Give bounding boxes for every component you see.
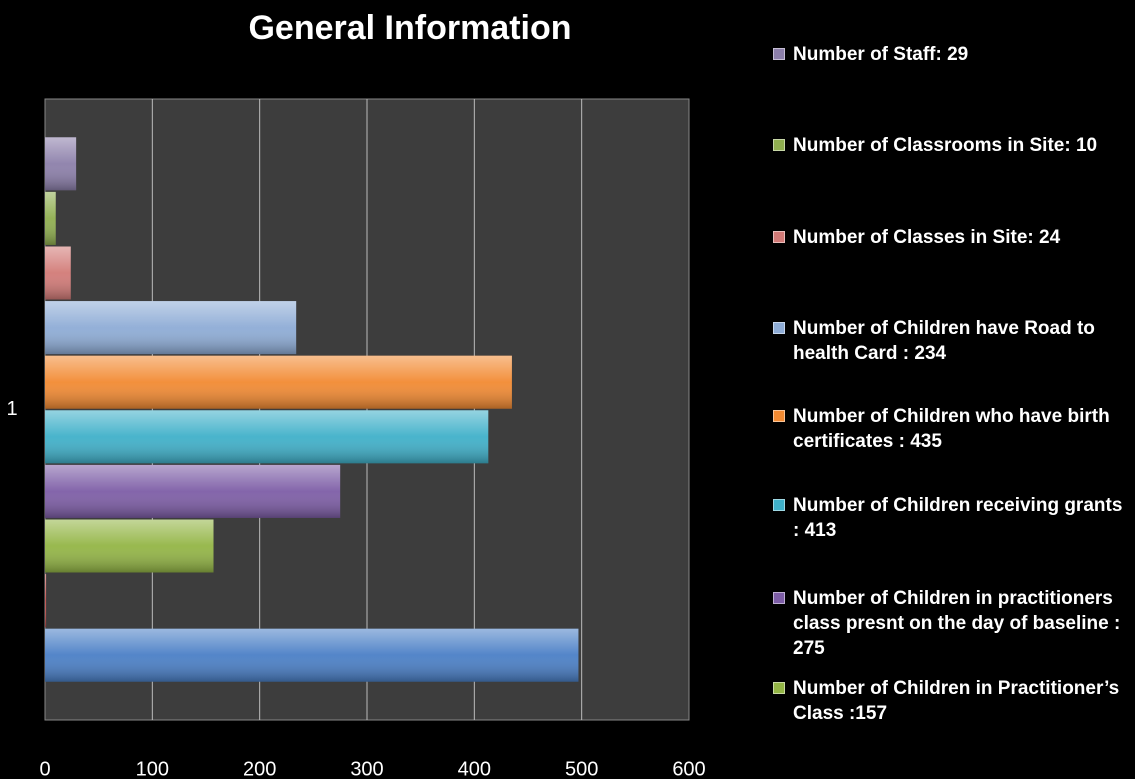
legend-swatch (773, 410, 785, 422)
bar-shine (45, 464, 341, 518)
y-tick-label: 1 (6, 398, 17, 420)
legend-item: Number of Staff: 29 (773, 42, 1128, 67)
legend-swatch (773, 322, 785, 334)
legend-swatch (773, 682, 785, 694)
bar-shine (45, 519, 214, 573)
legend-label: Number of Children in practitioners clas… (793, 588, 1121, 659)
bar-shine (45, 191, 56, 245)
legend-label: Number of Children have Road to health C… (793, 318, 1095, 364)
x-tick-label: 300 (350, 758, 383, 779)
chart-title: General Information (248, 9, 571, 47)
legend-label: Number of Classrooms in Site: 10 (793, 135, 1098, 156)
legend-label: Number of Children who have birth certif… (793, 406, 1110, 452)
legend-swatch (773, 499, 785, 511)
x-tick-label: 100 (136, 758, 169, 779)
legend-item: Number of Classes in Site: 24 (773, 225, 1128, 250)
legend-item: Number of Children in practitioners clas… (773, 586, 1128, 661)
x-tick-label: 600 (672, 758, 705, 779)
legend-label: Number of Children receiving grants : 41… (793, 495, 1123, 541)
bar-shine (45, 246, 71, 300)
legend-item: Number of Classrooms in Site: 10 (773, 133, 1128, 158)
bar-shine (45, 137, 77, 191)
x-tick-label: 500 (565, 758, 598, 779)
legend-item: Number of Children who have birth certif… (773, 404, 1128, 454)
legend-swatch (773, 231, 785, 243)
legend-item: Number of Children receiving grants : 41… (773, 493, 1128, 543)
bar-shine (45, 410, 489, 464)
legend-item: Number of Children have Road to health C… (773, 316, 1128, 366)
legend-label: Number of Classes in Site: 24 (793, 227, 1061, 248)
bar-shine (45, 628, 579, 682)
legend-swatch (773, 48, 785, 60)
legend-label: Number of Staff: 29 (793, 44, 969, 65)
legend-item: Number of Children in Practitioner’s Cla… (773, 676, 1128, 726)
x-tick-label: 400 (458, 758, 491, 779)
bar-shine (45, 355, 512, 409)
legend-label: Number of Children in Practitioner’s Cla… (793, 678, 1120, 724)
bar-shine (45, 574, 47, 628)
x-tick-label: 200 (243, 758, 276, 779)
legend-swatch (773, 139, 785, 151)
bar-shine (45, 301, 297, 355)
x-tick-label: 0 (39, 758, 50, 779)
legend-swatch (773, 592, 785, 604)
